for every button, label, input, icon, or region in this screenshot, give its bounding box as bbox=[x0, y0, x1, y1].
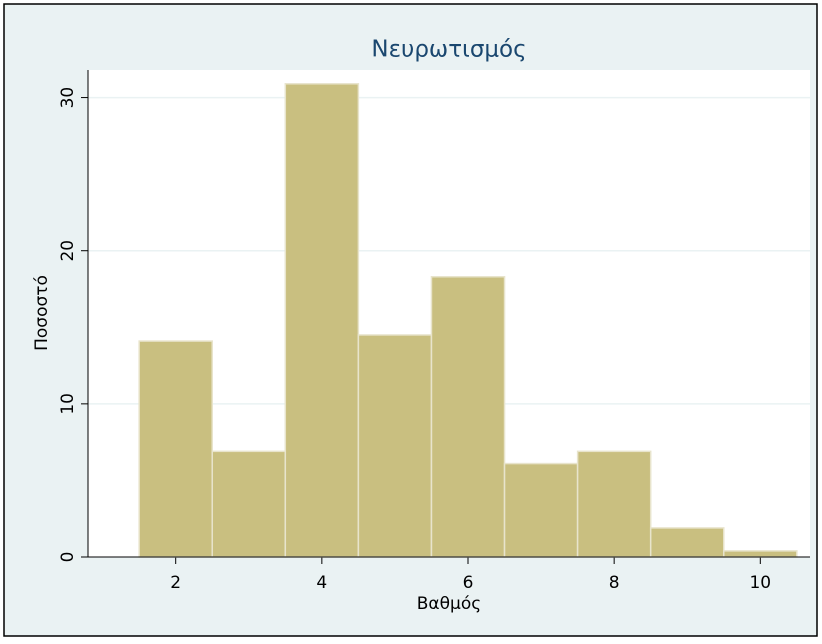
x-tick-label: 8 bbox=[609, 573, 620, 593]
y-axis-label: Ποσοστό bbox=[32, 275, 52, 351]
x-tick-label: 10 bbox=[749, 573, 771, 593]
x-tick-label: 6 bbox=[463, 573, 474, 593]
bar bbox=[284, 83, 360, 558]
bar bbox=[649, 527, 725, 558]
x-axis-label: Βαθμός bbox=[417, 594, 481, 614]
y-tick-label: 10 bbox=[58, 393, 78, 415]
bar bbox=[430, 275, 506, 558]
y-tick-label: 20 bbox=[58, 240, 78, 262]
x-tick-label: 4 bbox=[316, 573, 327, 593]
bar bbox=[576, 450, 652, 558]
bar bbox=[211, 450, 287, 558]
y-tick-label: 0 bbox=[58, 552, 78, 563]
bar bbox=[723, 550, 798, 558]
bar bbox=[503, 462, 579, 558]
y-tick-label: 30 bbox=[58, 87, 78, 109]
bar bbox=[138, 340, 213, 558]
x-tick-label: 2 bbox=[170, 573, 181, 593]
chart-title: Νευρωτισμός bbox=[371, 37, 526, 63]
bar bbox=[357, 334, 433, 558]
